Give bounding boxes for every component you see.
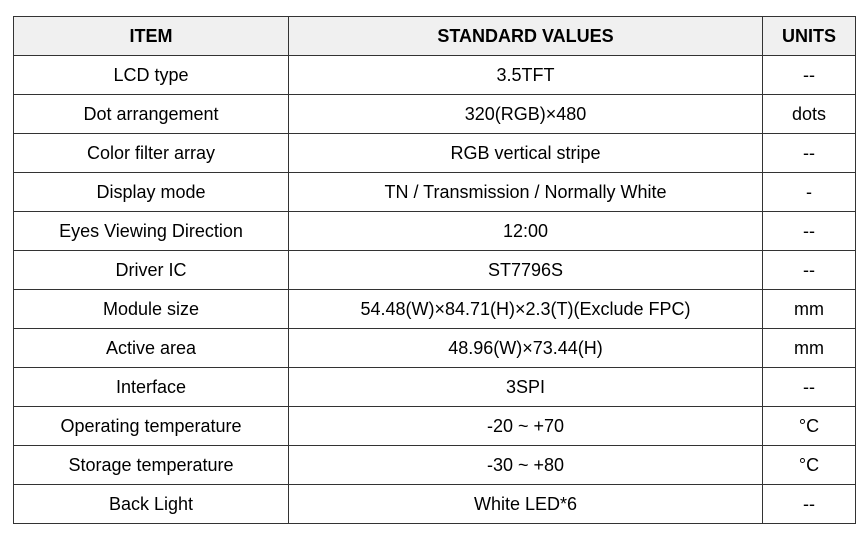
table-cell: mm [762,328,856,368]
table-cell: Dot arrangement [13,94,289,134]
table-cell: -- [762,133,856,173]
table-cell: -- [762,211,856,251]
table-cell: Storage temperature [13,445,289,485]
table-cell: 48.96(W)×73.44(H) [288,328,763,368]
table-cell: 320(RGB)×480 [288,94,763,134]
table-cell: White LED*6 [288,484,763,524]
table-cell: LCD type [13,55,289,95]
table-body: LCD type 3.5TFT -- Dot arrangement 320(RGB)×… [13,55,856,524]
table-row: Display mode TN / Transmission / Normally… [13,172,856,212]
table-cell: Display mode [13,172,289,212]
table-header: ITEM STANDARD VALUES UNITS [13,16,856,56]
table-cell: -- [762,367,856,407]
table-cell: Operating temperature [13,406,289,446]
table-cell: Back Light [13,484,289,524]
table-cell: Color filter array [13,133,289,173]
table-row: Active area 48.96(W)×73.44(H) mm [13,328,856,368]
table-cell: RGB vertical stripe [288,133,763,173]
table-cell: Active area [13,328,289,368]
table-cell: -- [762,250,856,290]
table-cell: -- [762,55,856,95]
table-cell: Interface [13,367,289,407]
table-cell: °C [762,406,856,446]
table-row: Back Light White LED*6 -- [13,484,856,524]
header-row: ITEM STANDARD VALUES UNITS [13,16,856,56]
table-cell: - [762,172,856,212]
spec-table: ITEM STANDARD VALUES UNITS LCD type 3.5TF… [13,16,856,524]
table-row: Eyes Viewing Direction 12:00 -- [13,211,856,251]
table-cell: ST7796S [288,250,763,290]
table-row: Dot arrangement 320(RGB)×480 dots [13,94,856,134]
table-cell: °C [762,445,856,485]
table-cell: 3SPI [288,367,763,407]
table-row: Module size 54.48(W)×84.71(H)×2.3(T)(Excl… [13,289,856,329]
table-cell: Driver IC [13,250,289,290]
header-cell: STANDARD VALUES [288,16,763,56]
table-cell: Eyes Viewing Direction [13,211,289,251]
table-cell: mm [762,289,856,329]
table-cell: dots [762,94,856,134]
table-cell: TN / Transmission / Normally White [288,172,763,212]
table-row: LCD type 3.5TFT -- [13,55,856,95]
table-cell: -20 ~ +70 [288,406,763,446]
table-cell: 54.48(W)×84.71(H)×2.3(T)(Exclude FPC) [288,289,763,329]
header-cell: UNITS [762,16,856,56]
table-cell: 3.5TFT [288,55,763,95]
header-cell: ITEM [13,16,289,56]
table-cell: Module size [13,289,289,329]
table-cell: -- [762,484,856,524]
table-cell: -30 ~ +80 [288,445,763,485]
table-row: Driver IC ST7796S -- [13,250,856,290]
table-cell: 12:00 [288,211,763,251]
table-row: Interface 3SPI -- [13,367,856,407]
table-row: Operating temperature -20 ~ +70 °C [13,406,856,446]
table-row: Storage temperature -30 ~ +80 °C [13,445,856,485]
table-row: Color filter array RGB vertical stripe -- [13,133,856,173]
